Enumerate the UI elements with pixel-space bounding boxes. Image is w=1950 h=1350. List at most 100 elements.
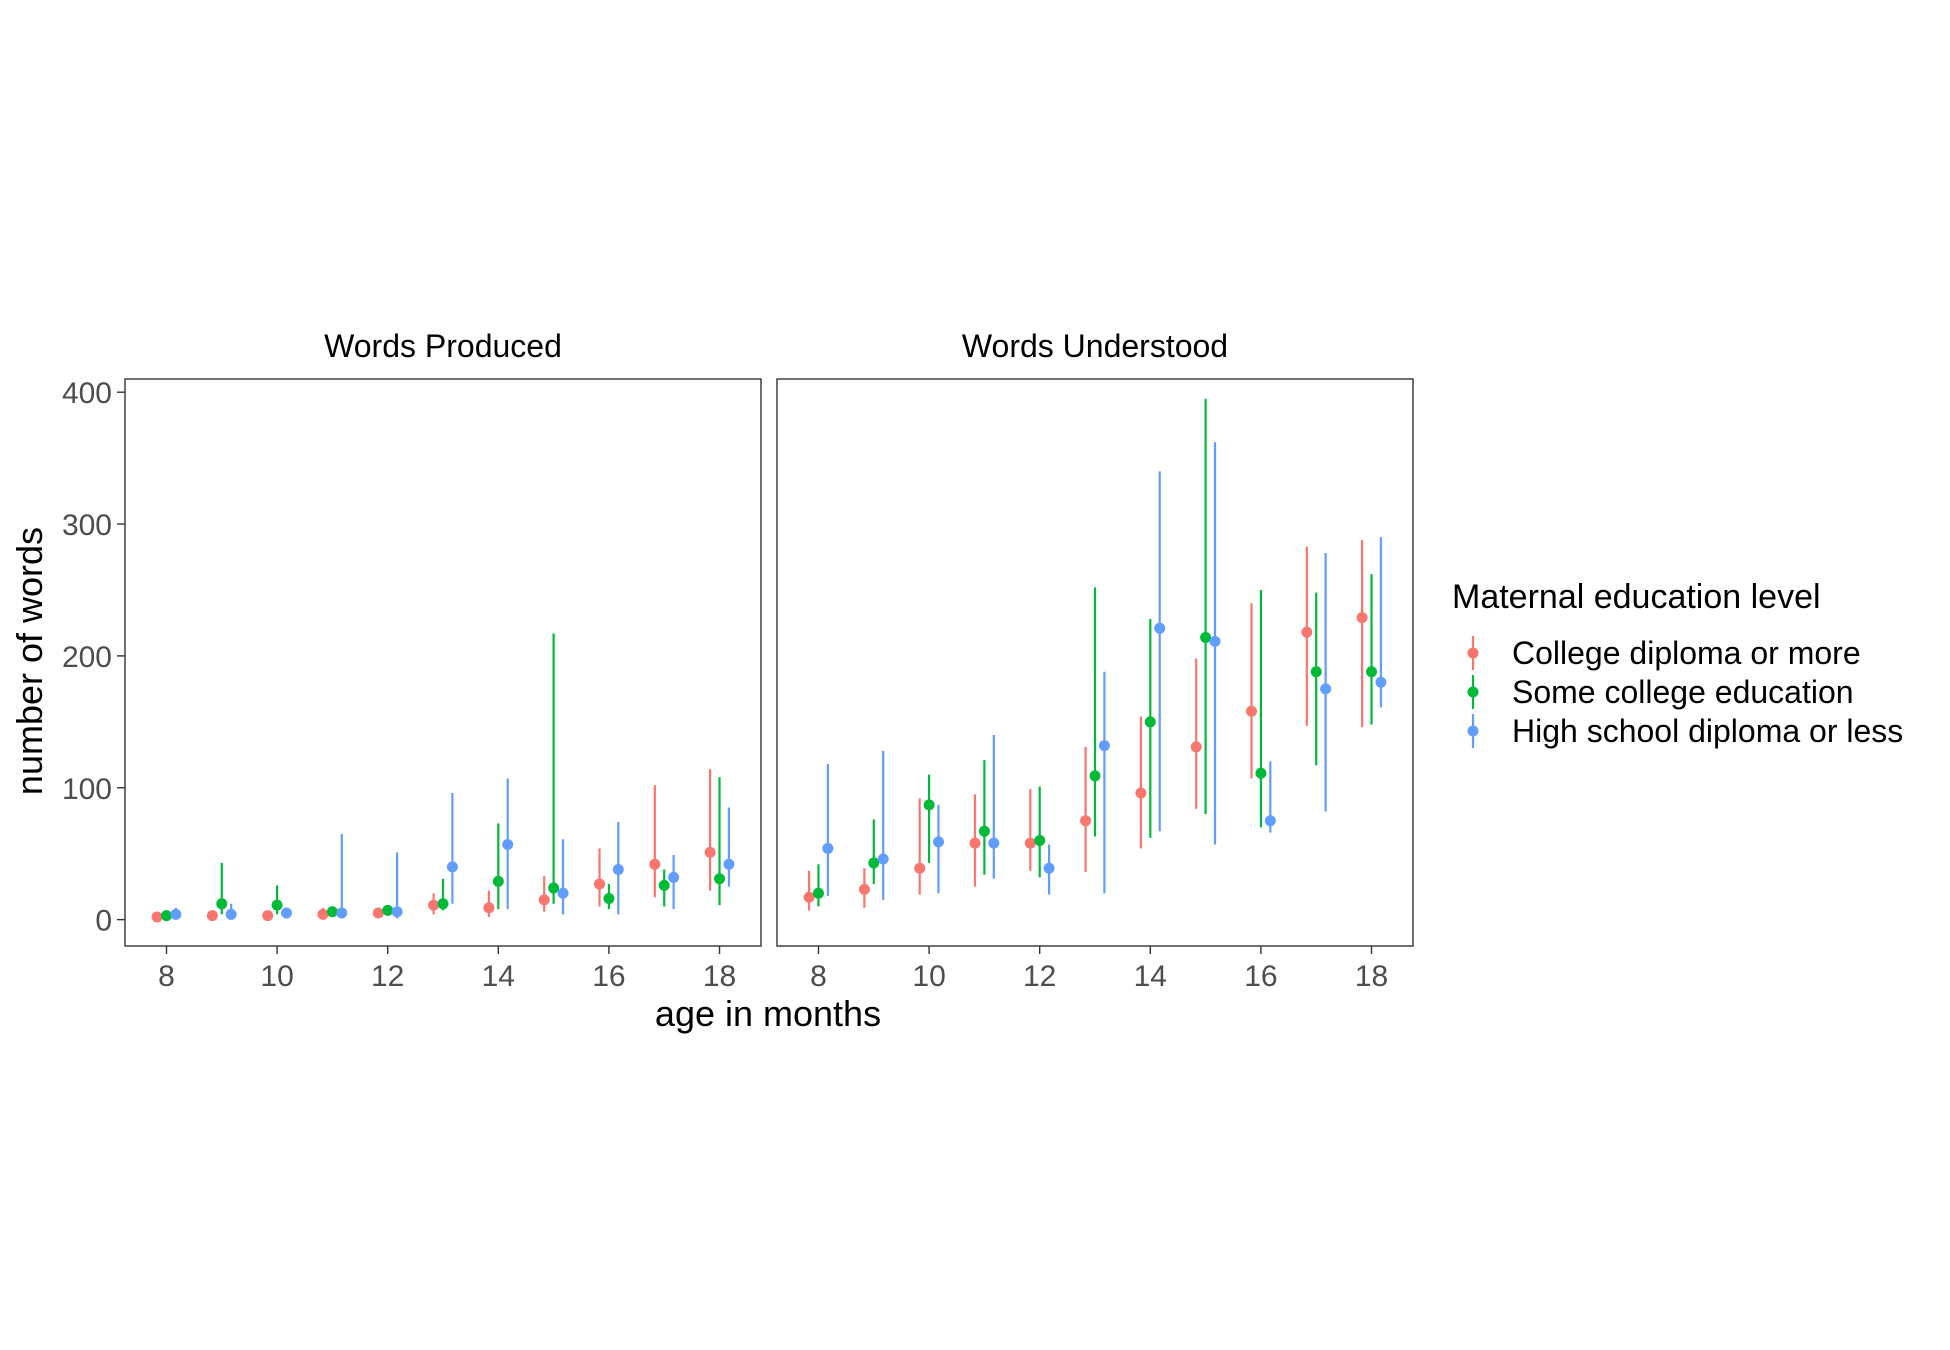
data-point [1080, 815, 1092, 827]
data-point [803, 891, 815, 903]
legend-label-some-college: Some college education [1512, 674, 1854, 710]
data-point [1255, 767, 1267, 779]
legend-item-college: College diploma or more [1467, 635, 1861, 671]
legend-key-point-college [1467, 647, 1479, 659]
legend-item-some-college: Some college education [1467, 674, 1854, 710]
data-point [151, 911, 163, 923]
x-tick-label: 16 [592, 960, 625, 993]
data-point [206, 910, 218, 922]
y-tick-label: 200 [62, 641, 112, 674]
legend: Maternal education level College diploma… [1452, 578, 1903, 749]
data-point [262, 910, 274, 922]
data-point [704, 846, 716, 858]
data-point [914, 862, 926, 874]
data-point [1098, 740, 1110, 752]
data-point [877, 853, 889, 865]
data-point [446, 861, 458, 873]
data-point [1043, 862, 1055, 874]
data-point [557, 887, 569, 899]
data-point [1154, 622, 1166, 634]
data-point [603, 893, 615, 905]
data-point [1209, 635, 1221, 647]
x-tick-label: 12 [1023, 960, 1056, 993]
data-point [932, 836, 944, 848]
x-tick-label: 16 [1244, 960, 1277, 993]
data-point [1375, 676, 1387, 688]
x-tick-label: 12 [371, 960, 404, 993]
data-point [280, 907, 292, 919]
y-tick-label: 300 [62, 509, 112, 542]
data-point [868, 857, 880, 869]
data-point [502, 838, 514, 850]
data-point [1089, 770, 1101, 782]
data-point [326, 906, 338, 918]
x-tick-label: 14 [1134, 960, 1167, 993]
data-point [594, 878, 606, 890]
data-point [170, 908, 182, 920]
data-point [483, 902, 495, 914]
data-point [336, 907, 348, 919]
data-point [649, 858, 661, 870]
panel-words-understood: Words Understood 8 10 12 14 16 18 [776, 328, 1414, 993]
legend-item-high-school: High school diploma or less [1467, 713, 1903, 749]
data-point [538, 894, 550, 906]
data-point [1246, 705, 1258, 717]
legend-title: Maternal education level [1452, 578, 1821, 616]
data-point [225, 908, 237, 920]
data-point [492, 875, 504, 887]
data-point [1356, 612, 1368, 624]
legend-key-point-high-school [1467, 725, 1479, 737]
data-point [160, 910, 172, 922]
data-point [988, 837, 1000, 849]
data-point [1366, 666, 1378, 678]
x-tick-label: 14 [482, 960, 515, 993]
data-point [1301, 626, 1313, 638]
data-point [822, 842, 834, 854]
data-point [1200, 631, 1212, 643]
data-point [978, 825, 990, 837]
data-point [1024, 837, 1036, 849]
x-tick-label: 18 [703, 960, 736, 993]
data-point [317, 908, 329, 920]
data-point [1135, 787, 1147, 799]
x-tick-label: 8 [810, 960, 827, 993]
legend-label-college: College diploma or more [1512, 635, 1861, 671]
data-point [391, 906, 403, 918]
y-tick-label: 400 [62, 377, 112, 410]
panel-title-words-understood: Words Understood [962, 328, 1228, 364]
x-axis-title: age in months [655, 993, 881, 1034]
data-point [216, 898, 228, 910]
panel-border [124, 378, 762, 947]
panel-words-produced: Words Produced 8 10 12 14 16 18 0 100 200 300 400 [62, 328, 762, 993]
data-point [271, 899, 283, 911]
data-point [723, 858, 735, 870]
data-point [1310, 666, 1322, 678]
data-point [668, 871, 680, 883]
data-point [612, 864, 624, 876]
panel-title-words-produced: Words Produced [324, 328, 562, 364]
data-point [923, 799, 935, 811]
data-point [382, 904, 394, 916]
data-point [969, 837, 981, 849]
data-point [1320, 683, 1332, 695]
y-tick-label: 100 [62, 773, 112, 806]
data-point [1034, 835, 1046, 847]
data-point [548, 882, 560, 894]
y-axis-title: number of words [9, 527, 50, 795]
x-tick-label: 10 [912, 960, 945, 993]
data-point [1264, 815, 1276, 827]
data-point [372, 907, 384, 919]
x-tick-label: 10 [260, 960, 293, 993]
x-tick-label: 8 [158, 960, 175, 993]
y-tick-label: 0 [95, 905, 112, 938]
data-point [714, 873, 726, 885]
data-point [812, 887, 824, 899]
x-tick-label: 18 [1355, 960, 1388, 993]
data-point [1144, 716, 1156, 728]
panel-border [776, 378, 1414, 947]
data-point [1190, 741, 1202, 753]
legend-key-point-some-college [1467, 686, 1479, 698]
legend-label-high-school: High school diploma or less [1512, 713, 1903, 749]
